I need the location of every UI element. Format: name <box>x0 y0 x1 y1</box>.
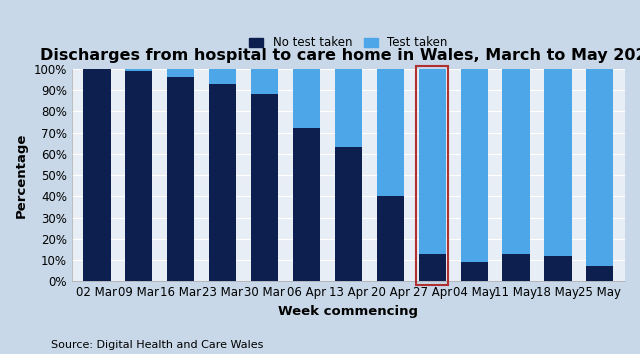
X-axis label: Week commencing: Week commencing <box>278 305 419 318</box>
Bar <box>417 65 448 285</box>
Bar <box>586 267 614 281</box>
Bar <box>125 71 152 281</box>
Bar <box>586 69 614 267</box>
Bar <box>461 69 488 262</box>
Bar <box>209 84 236 281</box>
Bar <box>419 69 446 254</box>
Bar <box>335 147 362 281</box>
Bar <box>419 254 446 281</box>
Bar <box>377 196 404 281</box>
Bar <box>545 69 572 256</box>
Bar <box>335 69 362 147</box>
Title: Discharges from hospital to care home in Wales, March to May 2020: Discharges from hospital to care home in… <box>40 48 640 63</box>
Bar <box>293 128 320 281</box>
Text: Source: Digital Health and Care Wales: Source: Digital Health and Care Wales <box>51 341 264 350</box>
Bar <box>83 69 111 281</box>
Bar <box>209 69 236 84</box>
Bar <box>125 69 152 71</box>
Bar <box>167 69 195 77</box>
Bar <box>461 262 488 281</box>
Bar <box>251 94 278 281</box>
Y-axis label: Percentage: Percentage <box>15 132 28 218</box>
Bar <box>502 69 530 254</box>
Bar <box>167 77 195 281</box>
Bar <box>377 69 404 196</box>
Bar <box>251 69 278 94</box>
Legend: No test taken, Test taken: No test taken, Test taken <box>249 36 448 50</box>
Bar <box>502 254 530 281</box>
Bar <box>293 69 320 128</box>
Bar <box>545 256 572 281</box>
